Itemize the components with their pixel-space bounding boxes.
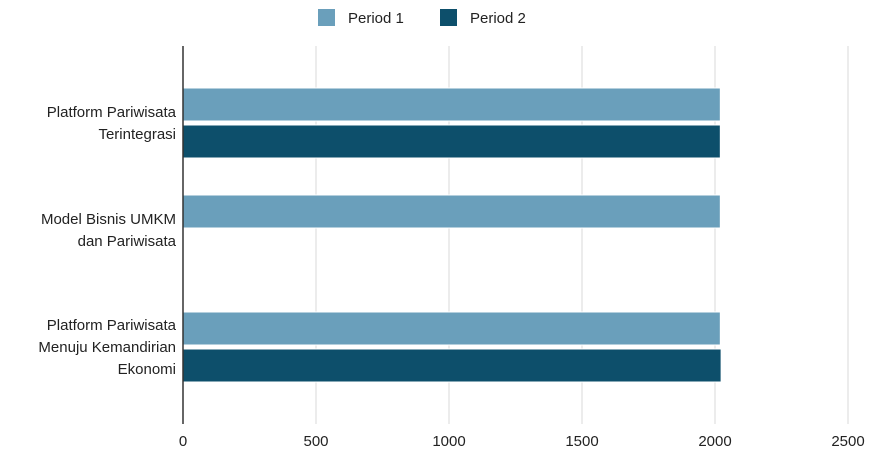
category-labels: Platform Pariwisata Terintegrasi Model Bis… (38, 104, 176, 378)
category-label: Terintegrasi (98, 126, 176, 143)
x-tick-label: 1500 (565, 433, 598, 450)
x-tick-label: 500 (303, 433, 328, 450)
x-tick-label: 2500 (831, 433, 864, 450)
bar-period-1 (182, 311, 721, 346)
bar-period-2 (182, 124, 721, 159)
category-label: Menuju Kemandirian (38, 339, 176, 356)
legend-swatch (440, 9, 457, 26)
x-tick-label: 0 (179, 433, 187, 450)
category-label: Platform Pariwisata (47, 104, 177, 121)
bar-period-1 (182, 87, 721, 122)
legend-label: Period 1 (348, 10, 404, 27)
bars (182, 87, 722, 383)
x-tick-label: 1000 (432, 433, 465, 450)
x-tick-label: 2000 (698, 433, 731, 450)
category-label: Platform Pariwisata (47, 317, 177, 334)
legend: Period 1 Period 2 (318, 9, 526, 27)
bar-period-2 (182, 348, 722, 383)
bar-period-1 (182, 194, 721, 229)
legend-swatch (318, 9, 335, 26)
category-label: Ekonomi (118, 361, 176, 378)
x-axis-ticks: 0 500 1000 1500 2000 2500 (179, 433, 865, 450)
category-label: Model Bisnis UMKM (41, 211, 176, 228)
legend-label: Period 2 (470, 10, 526, 27)
category-label: dan Pariwisata (78, 233, 177, 250)
